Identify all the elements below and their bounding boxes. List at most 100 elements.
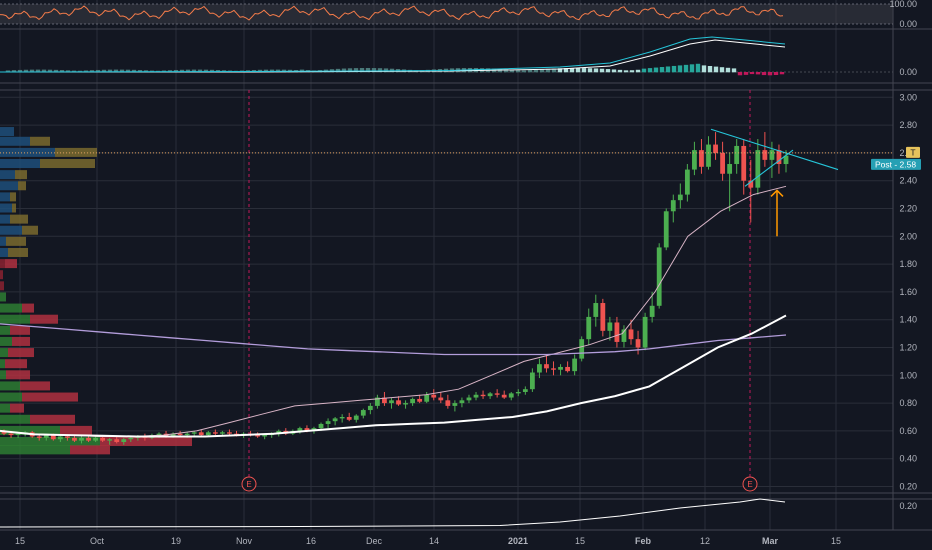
earnings-marker[interactable] — [742, 476, 758, 492]
candle-body — [579, 339, 585, 359]
price-axis[interactable]: 3.002.802.602.402.202.001.801.601.401.20… — [871, 0, 921, 511]
macd-histogram-bar — [359, 68, 365, 73]
volume-profile-bar — [0, 136, 30, 146]
volume-profile-bar — [18, 181, 26, 191]
candle-body — [79, 437, 84, 441]
macd-histogram-bar — [599, 68, 605, 73]
volume-profile-bar — [15, 170, 27, 180]
candle-body — [558, 366, 563, 370]
lower-indicator-line — [0, 498, 786, 528]
macd-histogram-bar — [509, 69, 515, 73]
macd-histogram-bar — [617, 69, 623, 73]
time-axis-label: Dec — [366, 536, 383, 546]
candle-body — [72, 437, 77, 441]
candle-body — [706, 144, 711, 167]
candle-body — [318, 423, 324, 429]
volume-profile-bar — [0, 192, 10, 202]
macd-histogram-bar — [545, 68, 551, 73]
macd-pane[interactable] — [0, 36, 893, 76]
candle-body — [487, 393, 493, 397]
macd-histogram-bar — [47, 69, 53, 73]
time-axis-label: 2021 — [508, 536, 528, 546]
candle-body — [431, 394, 437, 398]
ticker-price-tag[interactable] — [906, 146, 920, 158]
candle-body — [607, 322, 613, 331]
time-axis-label: 12 — [700, 536, 710, 546]
macd-histogram-bar — [113, 69, 119, 73]
macd-histogram-bar — [119, 69, 125, 73]
volume-profile-bar — [0, 203, 12, 213]
annotation-arrow-head — [770, 189, 784, 197]
macd-histogram-bar — [755, 72, 761, 75]
volume-profile-bar — [12, 203, 16, 213]
macd-histogram-bar — [635, 69, 641, 73]
time-axis-label: Feb — [635, 536, 652, 546]
candle-body — [121, 439, 127, 443]
volume-profile-bar — [0, 281, 4, 291]
macd-histogram-bar — [761, 72, 767, 76]
macd-histogram-bar — [605, 69, 611, 73]
volume-profile-bar — [0, 314, 30, 324]
macd-histogram-bar — [191, 69, 197, 73]
volume-profile-bar — [30, 136, 50, 146]
candle-body — [219, 432, 225, 434]
time-axis-label: 15 — [831, 536, 841, 546]
macd-histogram-bar — [569, 68, 575, 73]
macd-histogram-bar — [737, 72, 743, 76]
candle-body — [50, 435, 56, 440]
oscillator-pane[interactable] — [0, 3, 893, 25]
candle-body — [367, 405, 373, 411]
earnings-marker[interactable] — [241, 476, 257, 492]
candle-body — [15, 433, 21, 436]
candle-body — [325, 421, 331, 424]
candle-body — [36, 436, 42, 438]
volume-profile-bar — [8, 348, 34, 358]
macd-histogram-bar — [677, 65, 683, 73]
candle-body — [677, 194, 683, 201]
candle-body — [374, 397, 380, 406]
candle-body — [635, 339, 641, 348]
macd-histogram-bar — [671, 65, 677, 73]
candle-body — [551, 368, 556, 370]
macd-histogram-bar — [341, 68, 347, 73]
candle-body — [473, 394, 479, 398]
volume-profile-bar — [0, 425, 60, 435]
macd-histogram-bar — [23, 69, 29, 73]
candle-body — [522, 389, 528, 392]
macd-histogram-bar — [575, 68, 581, 73]
volume-profile-bar — [0, 359, 5, 369]
macd-histogram-bar — [641, 68, 647, 73]
volume-profile-bar — [10, 325, 30, 335]
macd-histogram-bar — [731, 68, 737, 73]
macd-histogram-bar — [719, 67, 725, 73]
earnings-marker-label: E — [246, 480, 251, 489]
volume-profile-bar — [0, 437, 100, 447]
candle-body — [360, 410, 366, 416]
candle-body — [100, 437, 106, 441]
lower-indicator-pane[interactable] — [0, 498, 786, 528]
time-axis[interactable]: 15 Oct 19 Nov 16 Dec 14 2021 15 Feb 12 Mar 15 — [15, 536, 841, 546]
candle-body — [649, 305, 655, 317]
candle-body — [403, 403, 408, 405]
volume-profile-bar — [12, 336, 30, 346]
candle-body — [452, 403, 458, 406]
macd-histogram-bar — [107, 69, 113, 73]
macd-histogram-bar — [551, 68, 557, 73]
candle-body — [515, 391, 521, 394]
macd-histogram-bar — [197, 69, 203, 73]
volume-profile-bar — [10, 214, 28, 224]
macd-histogram-bar — [41, 69, 47, 73]
macd-histogram-bar — [773, 72, 779, 76]
candle-body — [339, 417, 345, 419]
macd-histogram-bar — [209, 69, 215, 73]
lower-axis-label: 0.20 — [899, 501, 917, 511]
volume-profile-bar — [0, 270, 3, 280]
post-market-price-label: Post - 2.58 — [875, 159, 916, 169]
candle-body — [459, 400, 465, 404]
macd-histogram-bar — [539, 69, 545, 73]
macd-histogram-bar — [725, 67, 731, 73]
candle-body — [684, 169, 690, 195]
candle-body — [692, 150, 697, 170]
post-market-price-tag[interactable] — [871, 158, 921, 170]
